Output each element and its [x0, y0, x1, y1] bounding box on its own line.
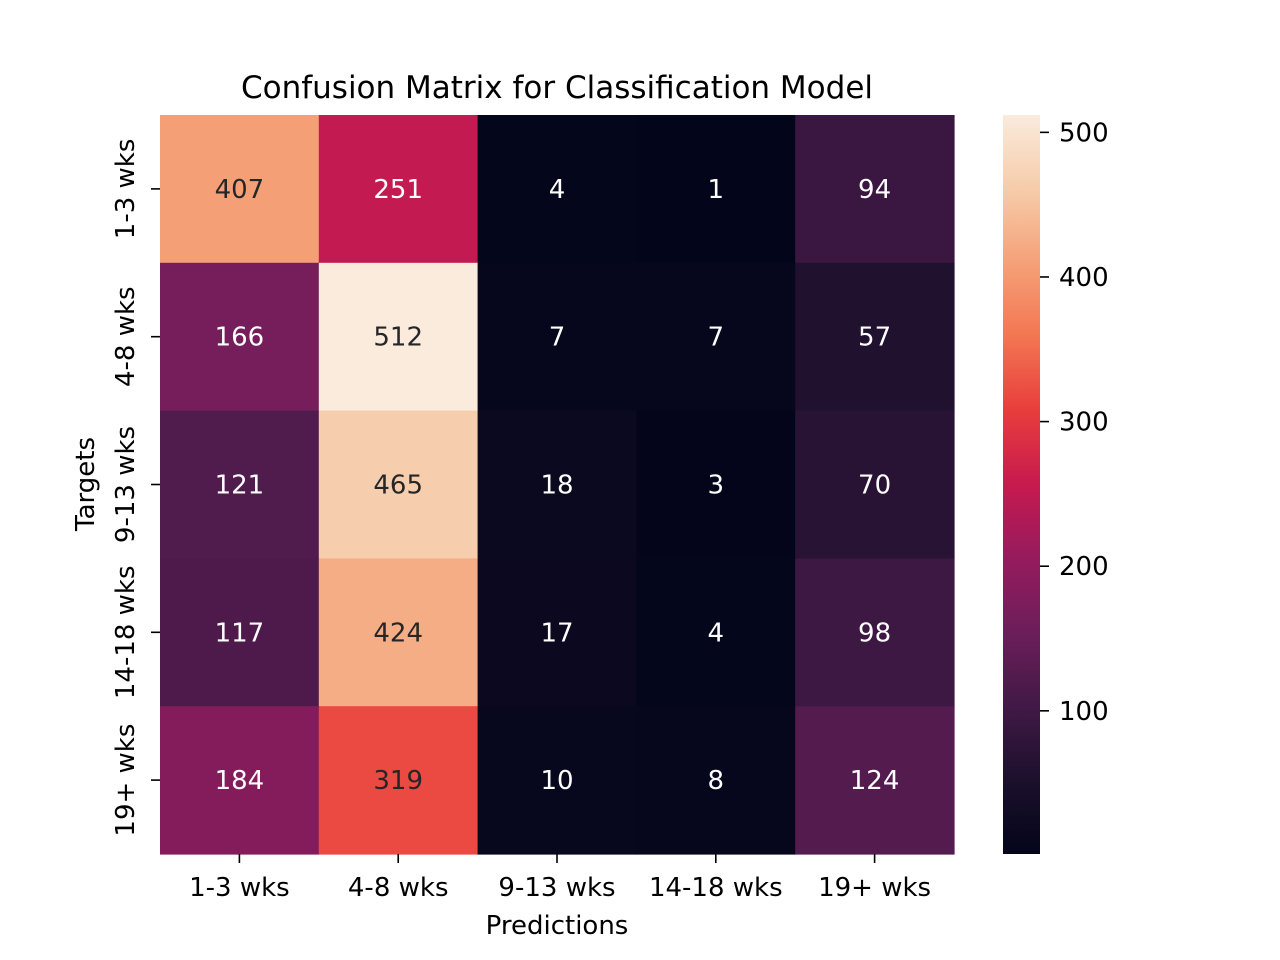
cell-value-label: 465 — [373, 471, 423, 501]
heatmap-cells: 407 251 4 1 94 166 512 7 7 57 121 465 18 3 70 117 424 17 4… — [160, 115, 955, 855]
x-tick-label: 14-18 wks — [649, 873, 783, 903]
x-tick-label: 9-13 wks — [498, 873, 615, 903]
colorbar-tick-label: 500 — [1059, 118, 1109, 148]
heatmap-cell — [636, 706, 796, 855]
cell-value-label: 424 — [373, 618, 423, 648]
colorbar: 100 200 300 400 500 — [1003, 115, 1109, 854]
cell-value-label: 8 — [708, 766, 725, 796]
heatmap-cell — [318, 410, 479, 559]
heatmap-cell — [477, 262, 637, 412]
heatmap-cell — [318, 706, 479, 855]
heatmap-cell — [477, 410, 637, 559]
cell-value-label: 7 — [549, 323, 566, 353]
cell-value-label: 512 — [373, 323, 423, 353]
cell-value-label: 10 — [540, 766, 573, 796]
heatmap-cell — [636, 558, 796, 707]
heatmap-cell — [477, 115, 637, 264]
cell-value-label: 121 — [215, 471, 265, 501]
heatmap-cell — [795, 410, 955, 559]
cell-value-label: 184 — [215, 766, 265, 796]
heatmap-cell — [160, 558, 320, 707]
cell-value-label: 7 — [708, 323, 725, 353]
cell-value-label: 117 — [215, 618, 265, 648]
heatmap-cell — [318, 558, 479, 707]
y-axis-label: Targets — [71, 437, 101, 532]
colorbar-tick-label: 300 — [1059, 408, 1109, 438]
x-axis-label: Predictions — [486, 911, 629, 941]
cell-value-label: 3 — [708, 471, 725, 501]
heatmap-cell — [477, 558, 637, 707]
heatmap-cell — [795, 115, 955, 264]
cell-value-label: 124 — [850, 766, 900, 796]
x-tick-label: 1-3 wks — [189, 873, 290, 903]
cell-value-label: 4 — [708, 618, 725, 648]
heatmap-cell — [795, 262, 955, 412]
x-axis: 1-3 wks 4-8 wks 9-13 wks 14-18 wks 19+ wks — [189, 854, 931, 903]
cell-value-label: 18 — [540, 471, 573, 501]
heatmap-cell — [636, 262, 796, 412]
cell-value-label: 319 — [373, 766, 423, 796]
cell-value-label: 4 — [549, 175, 566, 205]
heatmap-cell — [795, 558, 955, 707]
cell-value-label: 407 — [215, 175, 265, 205]
heatmap-cell — [795, 706, 955, 855]
cell-value-label: 94 — [858, 175, 891, 205]
y-tick-label: 19+ wks — [111, 724, 141, 837]
cell-value-label: 251 — [373, 175, 423, 205]
colorbar-tick-label: 100 — [1059, 697, 1109, 727]
heatmap-cell — [636, 410, 796, 559]
chart-title: Confusion Matrix for Classification Mode… — [241, 70, 873, 106]
x-tick-label: 4-8 wks — [348, 873, 449, 903]
heatmap-cell — [160, 262, 320, 412]
x-tick-label: 19+ wks — [818, 873, 931, 903]
cell-value-label: 57 — [858, 323, 891, 353]
heatmap-cell — [318, 262, 479, 412]
cell-value-label: 70 — [858, 471, 891, 501]
heatmap-cell — [160, 706, 320, 855]
colorbar-tick-label: 200 — [1059, 552, 1109, 582]
cell-value-label: 166 — [215, 323, 265, 353]
y-tick-label: 9-13 wks — [111, 426, 141, 543]
heatmap-cell — [636, 115, 796, 264]
heatmap-cell — [477, 706, 637, 855]
cell-value-label: 98 — [858, 618, 891, 648]
y-axis: 1-3 wks 4-8 wks 9-13 wks 14-18 wks 19+ wks — [111, 139, 160, 837]
y-tick-label: 14-18 wks — [111, 565, 141, 699]
y-tick-label: 1-3 wks — [111, 139, 141, 240]
y-tick-label: 4-8 wks — [111, 286, 141, 387]
colorbar-tick-label: 400 — [1059, 263, 1109, 293]
cell-value-label: 17 — [540, 618, 573, 648]
heatmap-cell — [318, 115, 479, 264]
heatmap-cell — [160, 410, 320, 559]
colorbar-gradient — [1003, 115, 1040, 854]
heatmap-cell — [160, 115, 320, 264]
cell-value-label: 1 — [708, 175, 725, 205]
